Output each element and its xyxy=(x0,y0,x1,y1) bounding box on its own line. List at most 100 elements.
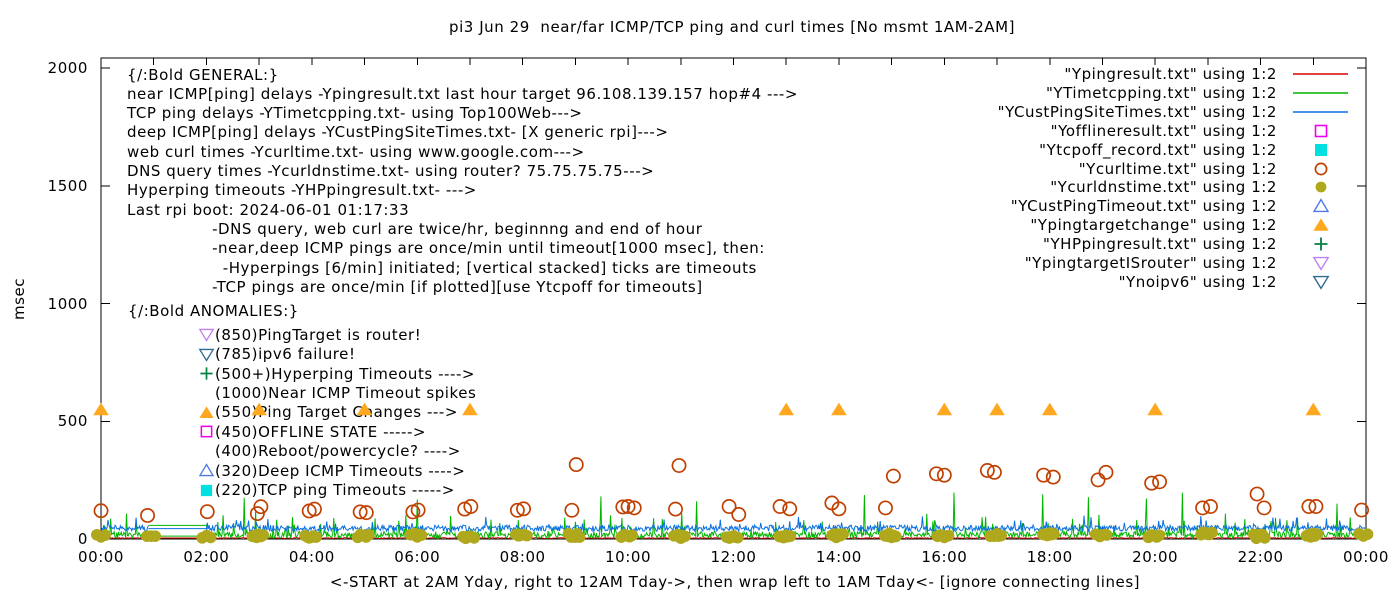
y-tick-label: 2000 xyxy=(47,59,88,77)
annotation-general-line: near ICMP[ping] delays -Ypingresult.txt … xyxy=(127,84,798,103)
legend-item-sample xyxy=(1293,255,1348,271)
x-tick-label: 14:00 xyxy=(815,548,862,566)
annotation-general-line: Last rpi boot: 2024-06-01 01:17:33 xyxy=(127,200,410,219)
annotation-general-line: {/:Bold GENERAL:} xyxy=(127,65,279,84)
line-sample-icon xyxy=(1293,110,1348,113)
anomaly-row: (400)Reboot/powercycle? ----> xyxy=(197,442,461,460)
annotation-general-line: deep ICMP[ping] delays -YCustPingSiteTim… xyxy=(127,123,669,142)
legend-item-label: "YHPpingresult.txt" using 1:2 xyxy=(1043,235,1277,254)
legend-item: "Ynoipv6" using 1:2 xyxy=(1119,272,1348,291)
plus-icon xyxy=(199,367,213,380)
legend-item: "YpingtargetISrouter" using 1:2 xyxy=(1025,254,1348,273)
anomaly-row: (450)OFFLINE STATE -----> xyxy=(197,423,426,441)
anomaly-label: (1000)Near ICMP Timeout spikes xyxy=(215,384,477,402)
triangle-open-icon xyxy=(198,463,214,477)
legend-item: "YTimetcpping.txt" using 1:2 xyxy=(1046,83,1348,102)
line-sample-icon xyxy=(1293,92,1348,94)
y-tick-label: 1500 xyxy=(47,176,88,195)
anomaly-row: (850)PingTarget is router! xyxy=(197,326,421,344)
legend-item-label: "Ycurltime.txt" using 1:2 xyxy=(1078,159,1277,178)
anomaly-label: (320)Deep ICMP Timeouts ----> xyxy=(215,461,466,480)
legend-item-sample xyxy=(1293,142,1348,158)
annotation-general-line: Hyperping timeouts -YHPpingresult.txt- -… xyxy=(127,181,477,200)
legend-item-sample xyxy=(1293,85,1348,101)
x-tick-label: 10:00 xyxy=(605,548,652,566)
anomaly-marker xyxy=(197,385,215,401)
anomaly-marker xyxy=(197,443,215,459)
x-axis-label: <-START at 2AM Yday, right to 12AM Tday-… xyxy=(329,573,1141,591)
legend-item-sample xyxy=(1293,198,1348,214)
annotation-anomalies-header: {/:Bold ANOMALIES:} xyxy=(128,301,299,320)
tridown-open-icon xyxy=(198,329,214,343)
legend-item: "Ytcpoff_record.txt" using 1:2 xyxy=(1039,140,1348,159)
legend-item: "Ycurldnstime.txt" using 1:2 xyxy=(1050,178,1348,197)
square-open-icon xyxy=(1314,124,1327,137)
legend-item-label: "Ynoipv6" using 1:2 xyxy=(1118,272,1277,291)
legend-item: "YCustPingTimeout.txt" using 1:2 xyxy=(1011,197,1348,216)
anomaly-marker xyxy=(197,424,215,440)
anomaly-marker xyxy=(197,327,215,343)
annotation-general-line: -near,deep ICMP pings are once/min until… xyxy=(127,239,765,258)
y-tick-label: 1000 xyxy=(47,294,88,313)
anomaly-row: (550)Ping Target Changes ---> xyxy=(197,403,458,421)
anomaly-row: (500+)Hyperping Timeouts ----> xyxy=(197,365,475,383)
chart-title: pi3 Jun 29 near/far ICMP/TCP ping and cu… xyxy=(448,18,1016,36)
square-filled-icon xyxy=(1314,143,1327,156)
x-tick-label: 18:00 xyxy=(1026,548,1073,566)
legend-item-label: "YTimetcpping.txt" using 1:2 xyxy=(1045,83,1277,102)
anomaly-row: (785)ipv6 failure! xyxy=(197,345,356,363)
legend-item-label: "YpingtargetISrouter" using 1:2 xyxy=(1024,254,1277,272)
x-tick-label: 06:00 xyxy=(394,548,441,566)
x-tick-label: 08:00 xyxy=(499,548,546,566)
line-sample-icon xyxy=(1293,73,1348,75)
legend-item-sample xyxy=(1293,66,1348,82)
legend-item: "YCustPingSiteTimes.txt" using 1:2 xyxy=(998,102,1348,121)
anomaly-label: (785)ipv6 failure! xyxy=(215,345,356,364)
legend-item-sample xyxy=(1293,161,1348,177)
legend-item-label: "YCustPingTimeout.txt" using 1:2 xyxy=(1010,197,1277,216)
annotation-general-line: DNS query times -Ycurldnstime.txt- using… xyxy=(127,162,655,180)
x-tick-label: 16:00 xyxy=(921,548,968,566)
legend-item-label: "Ycurldnstime.txt" using 1:2 xyxy=(1050,178,1277,197)
anomaly-label: (850)PingTarget is router! xyxy=(215,325,422,344)
legend-item-sample xyxy=(1293,274,1348,290)
triangle-filled-icon xyxy=(1312,218,1329,231)
annotation-general-line: -TCP pings are once/min [if plotted][use… xyxy=(127,277,703,296)
tridown-open-icon xyxy=(198,348,214,362)
legend-item-sample xyxy=(1293,236,1348,252)
square-open-icon xyxy=(200,425,212,438)
legend-item-sample xyxy=(1293,123,1348,139)
legend-item: "Yofflineresult.txt" using 1:2 xyxy=(1051,121,1348,140)
legend-item-sample xyxy=(1293,104,1348,120)
anomaly-label: (450)OFFLINE STATE -----> xyxy=(215,422,427,441)
anomaly-label: (220)TCP ping Timeouts -----> xyxy=(215,481,455,499)
x-tick-label: 00:00 xyxy=(78,548,124,566)
legend-item-sample xyxy=(1293,179,1348,195)
square-filled-icon xyxy=(200,484,212,496)
annotation-general-line: TCP ping delays -YTimetcpping.txt- using… xyxy=(127,104,583,123)
y-tick-label: 500 xyxy=(57,412,88,431)
x-tick-label: 04:00 xyxy=(288,548,335,566)
triangle-open-icon xyxy=(1312,198,1329,213)
tridown-open-icon xyxy=(1312,256,1329,271)
anomaly-label: (400)Reboot/powercycle? ----> xyxy=(215,442,461,461)
anomaly-marker xyxy=(197,366,215,382)
circle-open-icon xyxy=(1314,162,1327,175)
tridown-open-icon xyxy=(1312,275,1329,290)
x-tick-label: 22:00 xyxy=(1237,548,1284,566)
legend-item: "YHPpingresult.txt" using 1:2 xyxy=(1043,235,1348,254)
anomaly-marker xyxy=(197,463,215,479)
legend-item-label: "Yofflineresult.txt" using 1:2 xyxy=(1050,121,1277,140)
x-tick-label: 12:00 xyxy=(710,548,757,566)
anomaly-label: (500+)Hyperping Timeouts ----> xyxy=(215,364,476,383)
legend-item: "Ycurltime.txt" using 1:2 xyxy=(1079,159,1348,178)
x-tick-label: 02:00 xyxy=(183,548,230,566)
plus-icon xyxy=(1314,237,1327,251)
anomaly-label: (550)Ping Target Changes ---> xyxy=(215,403,458,422)
legend-item-label: "Ypingresult.txt" using 1:2 xyxy=(1064,65,1277,83)
legend-item-sample xyxy=(1293,217,1348,233)
y-axis-label: msec xyxy=(10,277,28,321)
annotation-general-line: -Hyperpings [6/min] initiated; [vertical… xyxy=(127,258,757,277)
